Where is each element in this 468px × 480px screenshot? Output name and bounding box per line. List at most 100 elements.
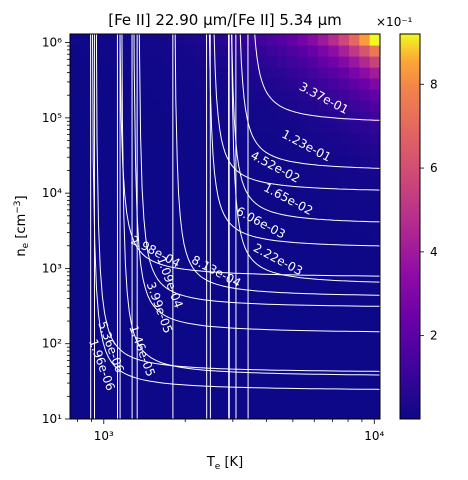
heatmap-cell xyxy=(194,177,205,189)
heatmap-cell xyxy=(256,254,267,266)
heatmap-cell xyxy=(121,177,133,189)
contour-line xyxy=(90,34,380,419)
heatmap-cell xyxy=(328,298,340,310)
heatmap-cell xyxy=(349,78,360,90)
heatmap-cell xyxy=(152,331,164,343)
heatmap-cell xyxy=(369,122,380,134)
heatmap-cell xyxy=(163,34,174,46)
heatmap-cell xyxy=(152,155,164,167)
heatmap-cell xyxy=(70,144,81,156)
heatmap-cell xyxy=(307,133,319,145)
heatmap-cell xyxy=(245,100,257,112)
heatmap-cell xyxy=(245,56,257,68)
heatmap-cell xyxy=(369,177,380,189)
heatmap-cell xyxy=(359,221,371,233)
heatmap-cell xyxy=(245,309,257,321)
heatmap-cell xyxy=(152,320,164,332)
heatmap-cell xyxy=(121,408,133,419)
heatmap-cell xyxy=(183,166,195,178)
heatmap-cell xyxy=(121,199,133,211)
heatmap-cell xyxy=(214,397,226,409)
heatmap-cell xyxy=(70,56,81,68)
heatmap-cell xyxy=(214,265,226,277)
heatmap-cell xyxy=(204,342,216,354)
heatmap-cell xyxy=(163,188,174,200)
heatmap-cell xyxy=(121,265,133,277)
heatmap-cell xyxy=(111,133,123,145)
heatmap-cell xyxy=(163,111,174,123)
heatmap-cell xyxy=(80,298,92,310)
heatmap-cell xyxy=(173,34,185,46)
heatmap-cell xyxy=(245,133,257,145)
heatmap-cell xyxy=(90,100,102,112)
heatmap-cell xyxy=(90,375,102,387)
heatmap-cell xyxy=(338,122,350,134)
heatmap-cell xyxy=(276,89,288,101)
heatmap-cell xyxy=(338,78,350,90)
heatmap-cell xyxy=(90,67,102,79)
heatmap-cell xyxy=(349,397,360,409)
heatmap-cell xyxy=(338,45,350,57)
heatmap-cell xyxy=(163,397,174,409)
heatmap-cell xyxy=(194,342,205,354)
heatmap-cell xyxy=(318,199,329,211)
heatmap-cell xyxy=(287,386,298,398)
heatmap-cell xyxy=(349,254,360,266)
heatmap-cell xyxy=(121,276,133,288)
heatmap-cell xyxy=(235,166,247,178)
heatmap-cell xyxy=(369,221,380,233)
heatmap-cell xyxy=(266,243,278,255)
heatmap-cell xyxy=(173,408,185,419)
heatmap-cell xyxy=(90,397,102,409)
heatmap-cell xyxy=(225,210,236,222)
x-tick-label: 10³ xyxy=(94,429,114,443)
heatmap-cell xyxy=(276,331,288,343)
heatmap-cell xyxy=(318,276,329,288)
heatmap-cell xyxy=(369,232,380,244)
heatmap-cell xyxy=(80,111,92,123)
heatmap-cell xyxy=(256,221,267,233)
heatmap-cell xyxy=(328,221,340,233)
heatmap-cell xyxy=(349,265,360,277)
heatmap-cell xyxy=(214,243,226,255)
heatmap-cell xyxy=(173,276,185,288)
heatmap-cell xyxy=(328,397,340,409)
heatmap-cell xyxy=(318,78,329,90)
heatmap-cell xyxy=(183,408,195,419)
heatmap-cell xyxy=(90,210,102,222)
heatmap-cell xyxy=(225,45,236,57)
heatmap-cell xyxy=(225,56,236,68)
heatmap-cell xyxy=(194,111,205,123)
heatmap-cell xyxy=(90,221,102,233)
y-tick-label: 10⁶ xyxy=(42,36,62,50)
heatmap-cell xyxy=(142,276,154,288)
heatmap-cell xyxy=(152,386,164,398)
heatmap-cell xyxy=(225,100,236,112)
heatmap-cell xyxy=(173,155,185,167)
heatmap-cell xyxy=(163,254,174,266)
heatmap-cell xyxy=(256,199,267,211)
heatmap-cell xyxy=(307,188,319,200)
heatmap-cell xyxy=(266,408,278,419)
heatmap-cell xyxy=(173,320,185,332)
heatmap-cell xyxy=(349,210,360,222)
heatmap-cell xyxy=(70,210,81,222)
heatmap-cell xyxy=(369,265,380,277)
heatmap-cell xyxy=(318,331,329,343)
heatmap-cell xyxy=(307,221,319,233)
heatmap-cell xyxy=(235,188,247,200)
heatmap-cell xyxy=(359,364,371,376)
heatmap-cell xyxy=(235,386,247,398)
heatmap-cell xyxy=(338,210,350,222)
heatmap-cell xyxy=(266,67,278,79)
heatmap-cell xyxy=(142,155,154,167)
heatmap-cell xyxy=(266,133,278,145)
heatmap-cell xyxy=(152,133,164,145)
heatmap-cell xyxy=(111,375,123,387)
heatmap-cell xyxy=(276,276,288,288)
heatmap-cell xyxy=(152,243,164,255)
heatmap-cell xyxy=(163,177,174,189)
heatmap-cell xyxy=(245,386,257,398)
heatmap-cell xyxy=(163,375,174,387)
heatmap-cell xyxy=(121,155,133,167)
